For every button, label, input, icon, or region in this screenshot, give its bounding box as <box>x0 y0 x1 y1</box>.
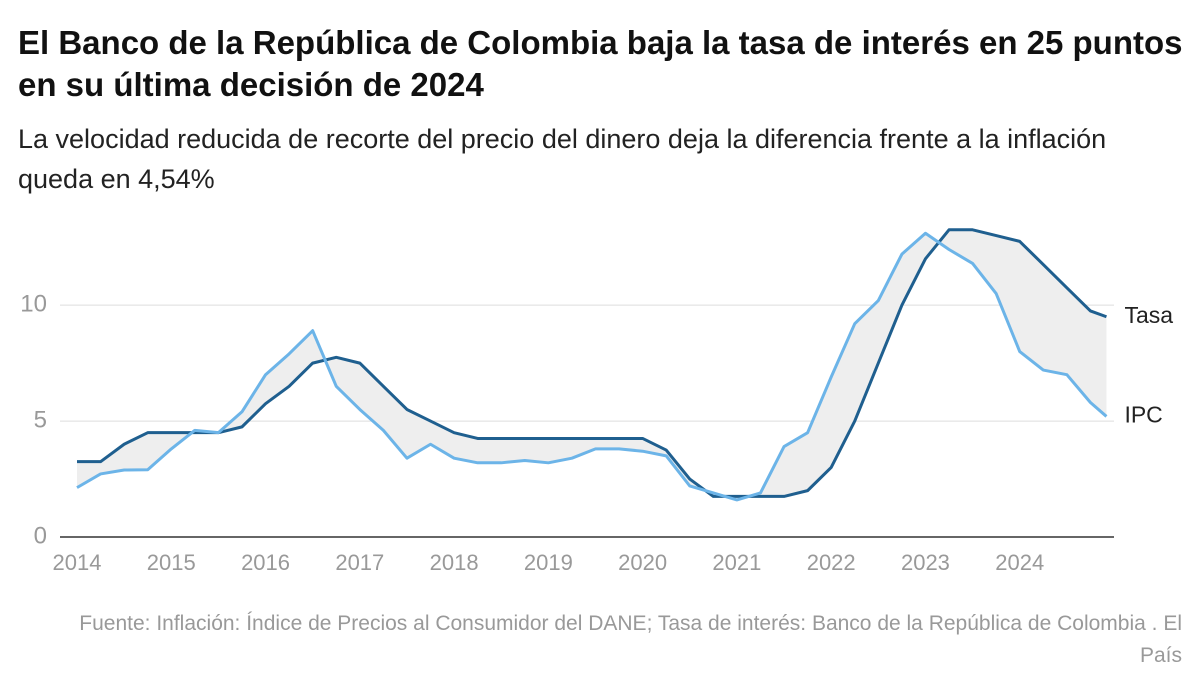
x-tick-label: 2015 <box>147 550 196 575</box>
y-tick-label: 5 <box>34 406 47 433</box>
series-label: Tasa <box>1124 302 1173 328</box>
x-tick-label: 2017 <box>335 550 384 575</box>
x-tick-label: 2020 <box>618 550 667 575</box>
x-tick-label: 2014 <box>53 550 102 575</box>
y-tick-label: 10 <box>20 290 47 317</box>
chart-subtitle: La velocidad reducida de recorte del pre… <box>18 124 1107 194</box>
x-tick-label: 2022 <box>807 550 856 575</box>
x-tick-label: 2021 <box>712 550 761 575</box>
x-tick-label: 2024 <box>995 550 1044 575</box>
x-tick-label: 2016 <box>241 550 290 575</box>
y-tick-label: 0 <box>34 522 47 549</box>
x-tick-label: 2023 <box>901 550 950 575</box>
chart-title: El Banco de la República de Colombia baj… <box>18 24 1183 103</box>
x-tick-label: 2018 <box>430 550 479 575</box>
series-line <box>76 231 1108 502</box>
x-tick-label: 2019 <box>524 550 573 575</box>
series-line <box>77 228 1107 498</box>
series-label: IPC <box>1124 402 1162 428</box>
gap-area <box>77 229 1107 500</box>
source-note: Fuente: Inflación: Índice de Precios al … <box>79 612 1182 667</box>
